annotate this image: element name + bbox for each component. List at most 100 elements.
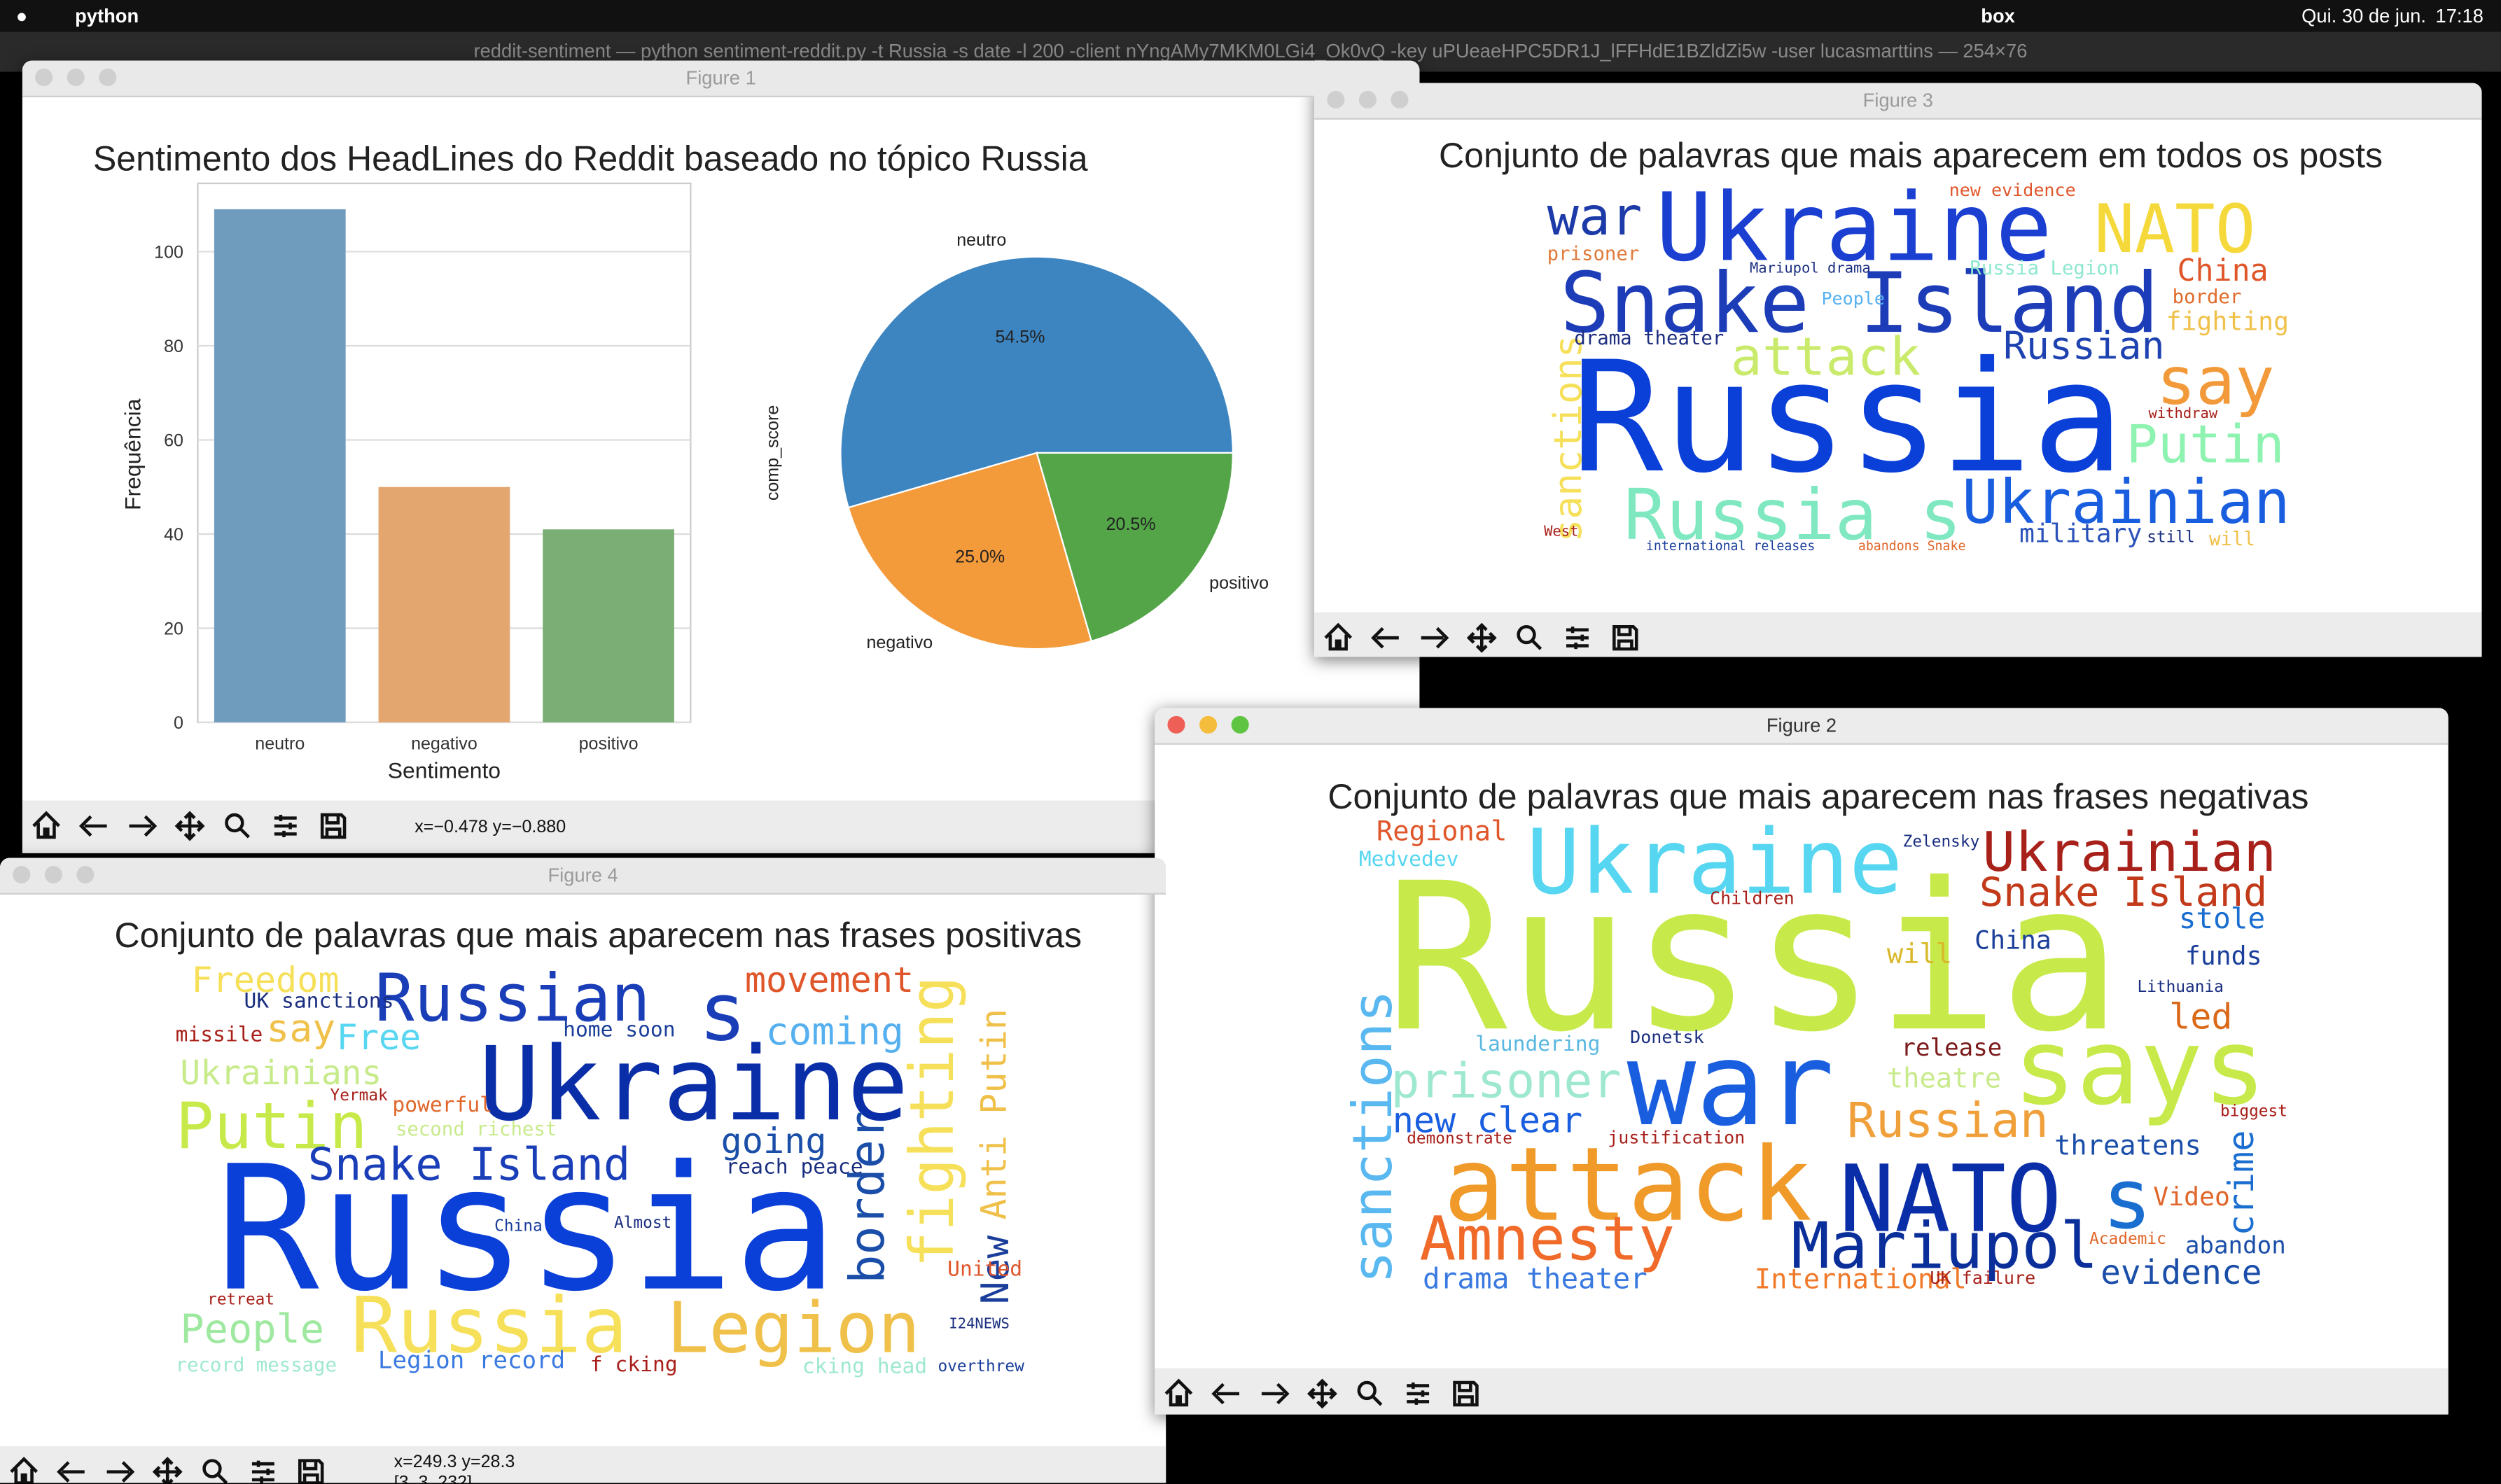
cursor-status: [3, 3, 232] [394, 1472, 472, 1483]
toolbar-button[interactable] [274, 815, 297, 837]
word: war [1627, 1018, 1834, 1152]
date[interactable]: Qui. 30 de jun. [2301, 4, 2426, 27]
word: Mariupol drama [1750, 260, 1871, 276]
toolbar-button[interactable] [32, 811, 60, 839]
pie-value-label: 20.5% [1106, 514, 1156, 534]
window-control[interactable] [1199, 715, 1218, 734]
x-tick-label: neutro [255, 734, 305, 754]
word: sanctions [1545, 335, 1590, 542]
word: Yermak [330, 1086, 389, 1105]
window-control[interactable] [1391, 90, 1409, 108]
word: fighting [898, 976, 968, 1268]
window-titlebar: Figure 1 [22, 60, 1420, 97]
toolbar-button[interactable] [1466, 622, 1497, 653]
figure-canvas: Conjunto de palavras que mais aparecem e… [1314, 136, 2482, 657]
pie-label: negativo [867, 633, 933, 652]
toolbar [0, 1446, 1166, 1483]
word: NATO [2094, 190, 2255, 268]
toolbar-button[interactable] [129, 815, 158, 837]
word: record message [176, 1354, 337, 1376]
toolbar-button[interactable] [1453, 1380, 1479, 1407]
window-control[interactable] [76, 865, 95, 884]
figure-canvas: Conjunto de palavras que mais aparecem n… [1155, 777, 2448, 1415]
word: Russia Legion [1970, 258, 2119, 279]
word: attack [1444, 1126, 1813, 1245]
word: prisoner [1391, 1054, 1621, 1109]
window-control[interactable] [44, 865, 62, 884]
y-tick-label: 40 [164, 525, 183, 545]
toolbar-button[interactable] [202, 1459, 228, 1483]
toolbar-button[interactable] [1211, 1382, 1240, 1405]
window-titlebar: Figure 4 [0, 858, 1166, 895]
word: going [721, 1120, 827, 1161]
y-tick-label: 80 [164, 337, 183, 356]
window-title: Figure 3 [1862, 89, 1933, 112]
word: military [2019, 519, 2143, 549]
pie-value-label: 54.5% [995, 328, 1045, 347]
toolbar-button[interactable] [1612, 624, 1638, 651]
toolbar-button[interactable] [298, 1459, 324, 1483]
word: still [2147, 528, 2195, 547]
window-control[interactable] [1358, 90, 1377, 108]
word: Russia [216, 1130, 838, 1330]
word: Russia [1384, 839, 2122, 1077]
word: coming [765, 1009, 903, 1054]
word: Snake Island [1560, 255, 2159, 351]
pie-label: positivo [1209, 573, 1269, 593]
toolbar-button[interactable] [78, 815, 107, 837]
window-control[interactable] [1327, 90, 1345, 108]
apple-menu[interactable]: ● [15, 4, 28, 27]
word: laundering [1475, 1032, 1600, 1056]
window: Figure 2 Conjunto de palavras que mais ap… [1155, 708, 2448, 1415]
toolbar-button[interactable] [1517, 624, 1542, 650]
toolbar-button[interactable] [251, 1460, 274, 1483]
word: Ukraine [1656, 172, 2052, 282]
word: Russia [1571, 328, 2124, 507]
word: People [180, 1306, 324, 1352]
status-app[interactable]: box [1981, 4, 2015, 27]
toolbar-button[interactable] [106, 1461, 135, 1483]
toolbar-button[interactable] [1371, 626, 1399, 649]
toolbar-button[interactable] [1164, 1378, 1193, 1407]
toolbar-button[interactable] [225, 813, 250, 839]
toolbar-button[interactable] [57, 1461, 85, 1483]
window-control[interactable] [67, 68, 85, 87]
app-name[interactable]: python [75, 4, 139, 27]
word: f cking [590, 1352, 678, 1376]
figure-canvas: Sentimento dos HeadLines do Reddit basea… [22, 139, 1420, 853]
toolbar-button[interactable] [1421, 626, 1449, 649]
toolbar-button[interactable] [174, 811, 205, 841]
window-control[interactable] [99, 68, 117, 87]
time[interactable]: 17:18 [2435, 4, 2483, 27]
cursor-status: x=249.3 y=28.3 [394, 1452, 515, 1471]
toolbar-button[interactable] [10, 1457, 39, 1483]
toolbar-button[interactable] [1357, 1380, 1383, 1406]
word: demonstrate [1407, 1129, 1512, 1147]
toolbar-button[interactable] [320, 813, 347, 839]
toolbar-button[interactable] [1407, 1382, 1430, 1405]
word: stole [2179, 902, 2265, 935]
window-control[interactable] [13, 865, 31, 884]
word: reach peace [725, 1155, 863, 1179]
window-control[interactable] [1167, 715, 1185, 734]
word: war [1547, 186, 1643, 247]
word: withdraw [2148, 405, 2217, 421]
toolbar-button[interactable] [1261, 1382, 1290, 1405]
toolbar-button[interactable] [1324, 622, 1353, 651]
word: Anti Putin [973, 1009, 1015, 1220]
word: attack [1731, 326, 1921, 387]
window-control[interactable] [1231, 715, 1249, 734]
window-control[interactable] [35, 68, 53, 87]
toolbar-button[interactable] [1566, 626, 1589, 650]
word: UK failure [1930, 1268, 2035, 1288]
pie-slice [1036, 451, 1234, 643]
word: Russian [1847, 1093, 2049, 1149]
figure-title: Conjunto de palavras que mais aparecem n… [1328, 777, 2308, 816]
toolbar-button[interactable] [152, 1457, 183, 1483]
bar [543, 529, 674, 722]
word: United [947, 1256, 1022, 1280]
word: Ukraine [478, 1026, 908, 1144]
y-tick-label: 60 [164, 431, 183, 451]
toolbar-button[interactable] [1307, 1378, 1337, 1409]
figure-title: Conjunto de palavras que mais aparecem n… [114, 916, 1082, 955]
